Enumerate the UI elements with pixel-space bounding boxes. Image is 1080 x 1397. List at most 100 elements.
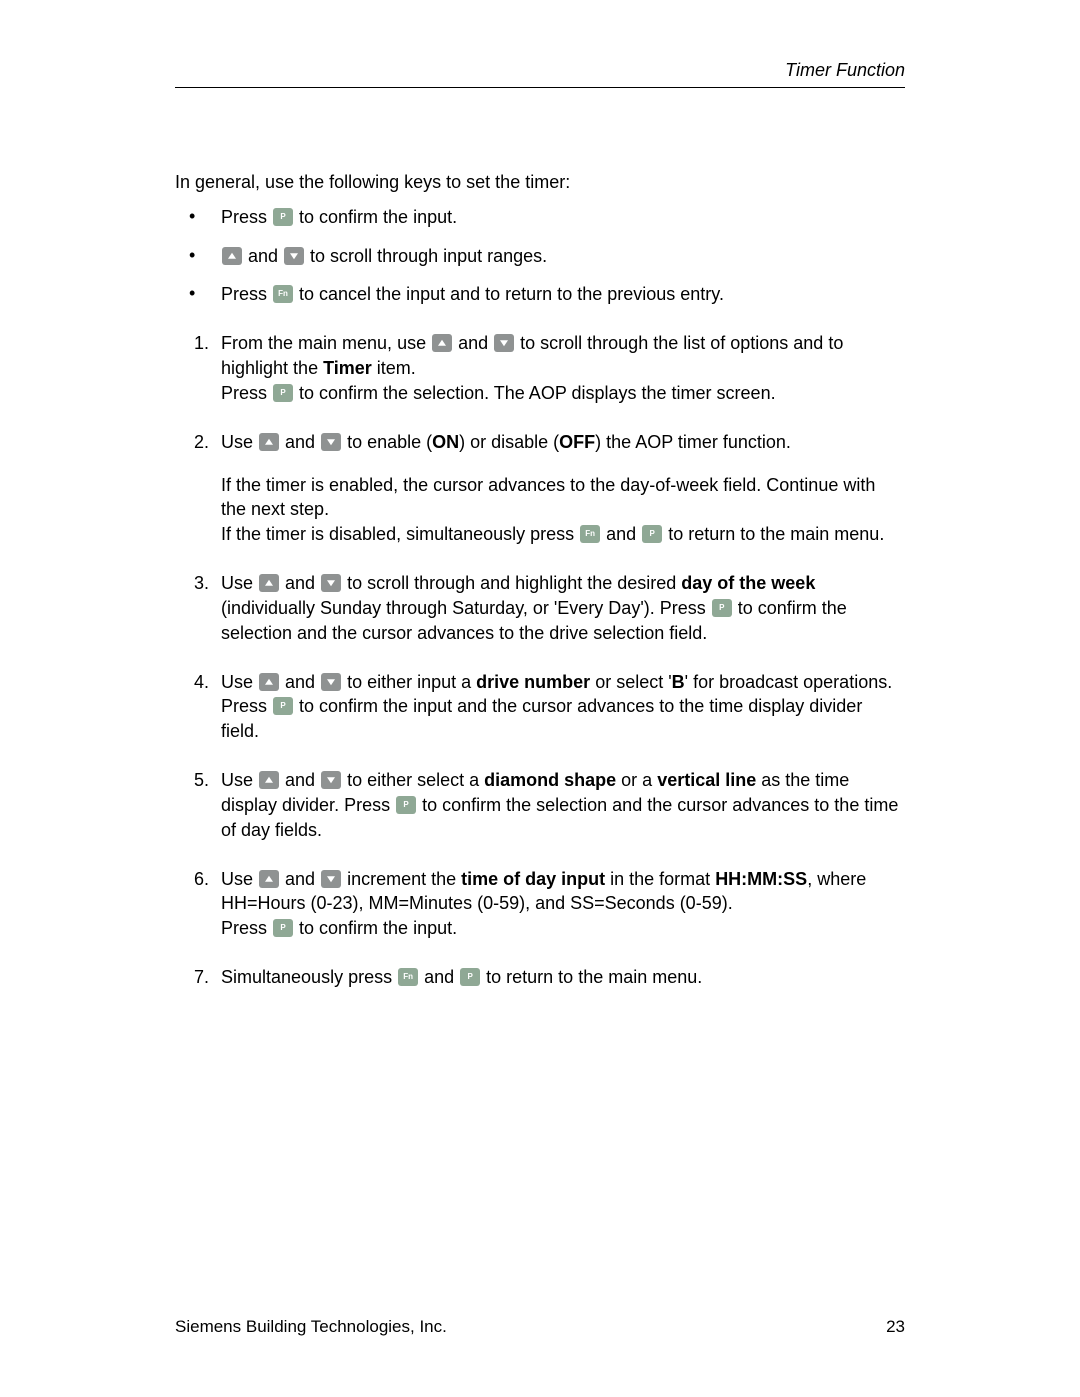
- up-key-icon: [259, 673, 279, 691]
- text: Press: [221, 383, 272, 403]
- text: Use: [221, 672, 258, 692]
- text: and: [601, 524, 641, 544]
- step-item: Use and to scroll through and highlight …: [175, 571, 905, 645]
- text: ) or disable (: [459, 432, 559, 452]
- text: to cancel the input and to return to the…: [294, 284, 724, 304]
- bold-text: drive number: [476, 672, 590, 692]
- bold-text: HH:MM:SS: [715, 869, 807, 889]
- bullet-item: Press Fn to cancel the input and to retu…: [175, 282, 905, 307]
- text: and: [280, 770, 320, 790]
- bold-text: day of the week: [681, 573, 815, 593]
- content: In general, use the following keys to se…: [175, 170, 905, 990]
- page: Timer Function In general, use the follo…: [0, 0, 1080, 1397]
- text: Use: [221, 432, 258, 452]
- down-key-icon: [284, 247, 304, 265]
- steps-list: From the main menu, use and to scroll th…: [175, 331, 905, 990]
- text: Use: [221, 573, 258, 593]
- key-label: P: [273, 697, 293, 715]
- text: (individually Sunday through Saturday, o…: [221, 598, 711, 618]
- key-label: P: [460, 968, 480, 986]
- p-key-icon: P: [273, 919, 293, 937]
- key-label: Fn: [273, 285, 293, 303]
- up-key-icon: [222, 247, 242, 265]
- p-key-icon: P: [273, 208, 293, 226]
- fn-key-icon: Fn: [580, 525, 600, 543]
- text: Use: [221, 869, 258, 889]
- text: Simultaneously press: [221, 967, 397, 987]
- text: From the main menu, use: [221, 333, 431, 353]
- page-header-title: Timer Function: [175, 60, 905, 81]
- key-label: P: [712, 599, 732, 617]
- down-key-icon: [494, 334, 514, 352]
- text: and: [280, 672, 320, 692]
- bullet-item: and to scroll through input ranges.: [175, 244, 905, 269]
- key-label: Fn: [398, 968, 418, 986]
- text: and: [419, 967, 459, 987]
- key-label: P: [273, 384, 293, 402]
- text: to scroll through and highlight the desi…: [342, 573, 681, 593]
- footer: Siemens Building Technologies, Inc. 23: [175, 1317, 905, 1337]
- p-key-icon: P: [642, 525, 662, 543]
- up-key-icon: [432, 334, 452, 352]
- down-key-icon: [321, 870, 341, 888]
- text: Use: [221, 770, 258, 790]
- down-key-icon: [321, 574, 341, 592]
- bold-text: Timer: [323, 358, 372, 378]
- bold-text: ON: [432, 432, 459, 452]
- bold-text: OFF: [559, 432, 595, 452]
- bullet-list: Press P to confirm the input. and to scr…: [175, 205, 905, 307]
- text: to either input a: [342, 672, 476, 692]
- text: to return to the main menu.: [481, 967, 702, 987]
- up-key-icon: [259, 870, 279, 888]
- p-key-icon: P: [273, 384, 293, 402]
- bold-text: B: [672, 672, 685, 692]
- p-key-icon: P: [460, 968, 480, 986]
- key-label: P: [396, 796, 416, 814]
- text: Press: [221, 207, 272, 227]
- text: and: [243, 246, 283, 266]
- text: in the format: [605, 869, 715, 889]
- text: and: [280, 869, 320, 889]
- bold-text: time of day input: [461, 869, 605, 889]
- text: ) the AOP timer function.: [595, 432, 791, 452]
- up-key-icon: [259, 433, 279, 451]
- bullet-item: Press P to confirm the input.: [175, 205, 905, 230]
- key-label: P: [273, 919, 293, 937]
- intro-text: In general, use the following keys to se…: [175, 170, 905, 195]
- text: to either select a: [342, 770, 484, 790]
- down-key-icon: [321, 433, 341, 451]
- text: item.: [372, 358, 416, 378]
- text: and: [280, 573, 320, 593]
- step-item: Use and to either input a drive number o…: [175, 670, 905, 744]
- p-key-icon: P: [712, 599, 732, 617]
- text: Press: [221, 918, 272, 938]
- text: to return to the main menu.: [663, 524, 884, 544]
- text: If the timer is disabled, simultaneously…: [221, 524, 579, 544]
- text: to confirm the input.: [294, 207, 457, 227]
- fn-key-icon: Fn: [398, 968, 418, 986]
- text: to confirm the selection. The AOP displa…: [294, 383, 776, 403]
- text: or a: [616, 770, 657, 790]
- text: and: [280, 432, 320, 452]
- text: to confirm the input.: [294, 918, 457, 938]
- step-item: Simultaneously press Fn and P to return …: [175, 965, 905, 990]
- text: to scroll through input ranges.: [305, 246, 547, 266]
- step-item: Use and to either select a diamond shape…: [175, 768, 905, 842]
- down-key-icon: [321, 771, 341, 789]
- footer-company: Siemens Building Technologies, Inc.: [175, 1317, 447, 1337]
- down-key-icon: [321, 673, 341, 691]
- key-label: Fn: [580, 525, 600, 543]
- p-key-icon: P: [396, 796, 416, 814]
- up-key-icon: [259, 574, 279, 592]
- step-item: Use and to enable (ON) or disable (OFF) …: [175, 430, 905, 547]
- step-item: Use and increment the time of day input …: [175, 867, 905, 941]
- text: Press: [221, 284, 272, 304]
- text: If the timer is enabled, the cursor adva…: [221, 475, 875, 520]
- text: to confirm the input and the cursor adva…: [221, 696, 862, 741]
- key-label: P: [642, 525, 662, 543]
- text: to enable (: [342, 432, 432, 452]
- up-key-icon: [259, 771, 279, 789]
- fn-key-icon: Fn: [273, 285, 293, 303]
- header-rule: [175, 87, 905, 88]
- text: or select ': [590, 672, 671, 692]
